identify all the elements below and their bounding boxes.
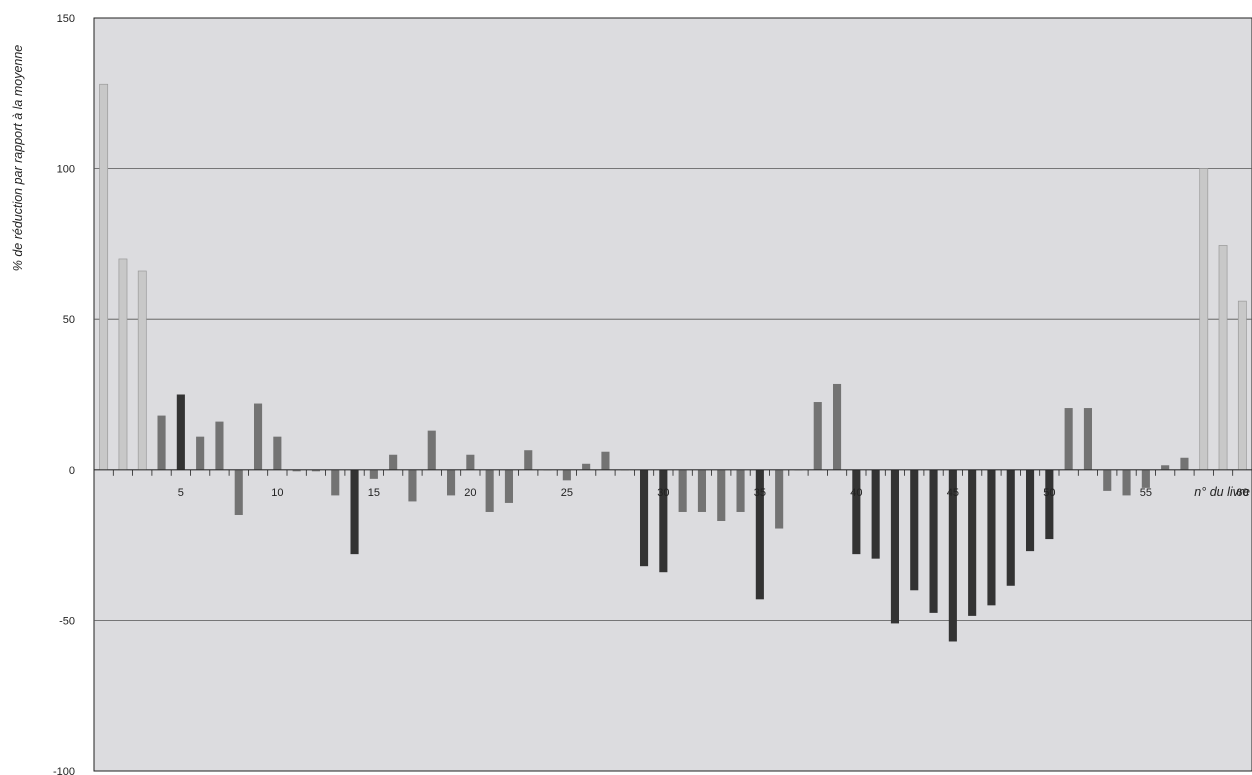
y-tick-label: 150: [57, 13, 75, 25]
bar-27: [601, 451, 610, 470]
bar-7: [215, 421, 224, 470]
bar-40: [852, 469, 861, 555]
bar-35: [755, 469, 764, 600]
bar-5: [176, 394, 185, 470]
bar-57: [1180, 457, 1189, 470]
bar-33: [717, 469, 726, 522]
bar-46: [968, 469, 977, 616]
bar-50: [1045, 469, 1054, 540]
bar-16: [389, 454, 398, 470]
bar-56: [1161, 465, 1170, 470]
x-tick-label: 45: [947, 487, 959, 499]
bar-44: [929, 469, 938, 613]
bar-60: [1237, 300, 1247, 471]
x-tick-label: 60: [1236, 487, 1248, 499]
x-tick-label: 20: [464, 487, 476, 499]
bar-30: [659, 469, 668, 573]
bar-8: [234, 469, 243, 515]
y-tick-label: 0: [69, 465, 75, 477]
bar-48: [1006, 469, 1015, 586]
bar-9: [253, 403, 263, 470]
bar-6: [196, 436, 205, 470]
bar-41: [871, 469, 880, 559]
bar-43: [910, 469, 919, 591]
bar-49: [1025, 469, 1035, 552]
y-axis-title: % de réduction par rapport à la moyenne: [11, 45, 25, 272]
bar-15: [369, 469, 378, 479]
x-tick-label: 25: [561, 487, 573, 499]
bar-26: [582, 463, 591, 470]
bar-10: [273, 436, 282, 470]
x-tick-label: 15: [368, 487, 380, 499]
bar-19: [446, 469, 456, 496]
bar-54: [1122, 469, 1131, 496]
bar-3: [137, 270, 147, 471]
x-tick-label: 35: [754, 487, 766, 499]
bar-45: [948, 469, 957, 642]
y-tick-label: 100: [57, 164, 75, 176]
bar-12: [311, 469, 321, 472]
axis-ticks: [93, 469, 1252, 476]
bar-53: [1103, 469, 1112, 491]
x-tick-label: 10: [271, 487, 283, 499]
bar-4: [157, 415, 166, 470]
bar-58: [1199, 168, 1209, 471]
tick-labels: 150 100 50 0 -50 -100 5 10 15 20 25 30 35 40 45 50 55 60: [53, 13, 1249, 775]
bar-52: [1083, 408, 1093, 470]
bar-31: [678, 469, 687, 512]
bar-14: [350, 469, 359, 555]
x-tick-label: 50: [1043, 487, 1055, 499]
bar-20: [466, 454, 475, 470]
plot-area: [93, 17, 1252, 772]
bar-36: [775, 469, 784, 529]
bar-55: [1141, 469, 1150, 488]
bar-34: [736, 469, 745, 512]
bar-25: [562, 469, 571, 481]
x-tick-label: 40: [850, 487, 862, 499]
bar-51: [1064, 408, 1073, 470]
x-tick-label: 55: [1140, 487, 1152, 499]
y-tick-label: -100: [53, 766, 75, 775]
bar-32: [697, 469, 707, 512]
x-tick-label: 5: [178, 487, 184, 499]
x-axis-title: n° du livre: [1194, 485, 1250, 499]
bar-38: [813, 402, 822, 470]
bar-59: [1218, 245, 1228, 471]
y-tick-label: 50: [63, 314, 75, 326]
bar-17: [408, 469, 417, 502]
bar-22: [504, 469, 514, 503]
bar-23: [524, 450, 533, 470]
bar-47: [987, 469, 996, 606]
bar-42: [890, 469, 900, 624]
bar-21: [485, 469, 494, 512]
bar-11: [292, 469, 301, 472]
bar-18: [427, 430, 436, 470]
bar-1: [99, 83, 109, 471]
bar-29: [639, 469, 649, 567]
bar-39: [832, 383, 842, 470]
bar-2: [118, 258, 128, 471]
bar-13: [331, 469, 340, 496]
y-tick-label: -50: [59, 615, 75, 627]
bars: [99, 83, 1247, 642]
x-tick-label: 30: [657, 487, 669, 499]
